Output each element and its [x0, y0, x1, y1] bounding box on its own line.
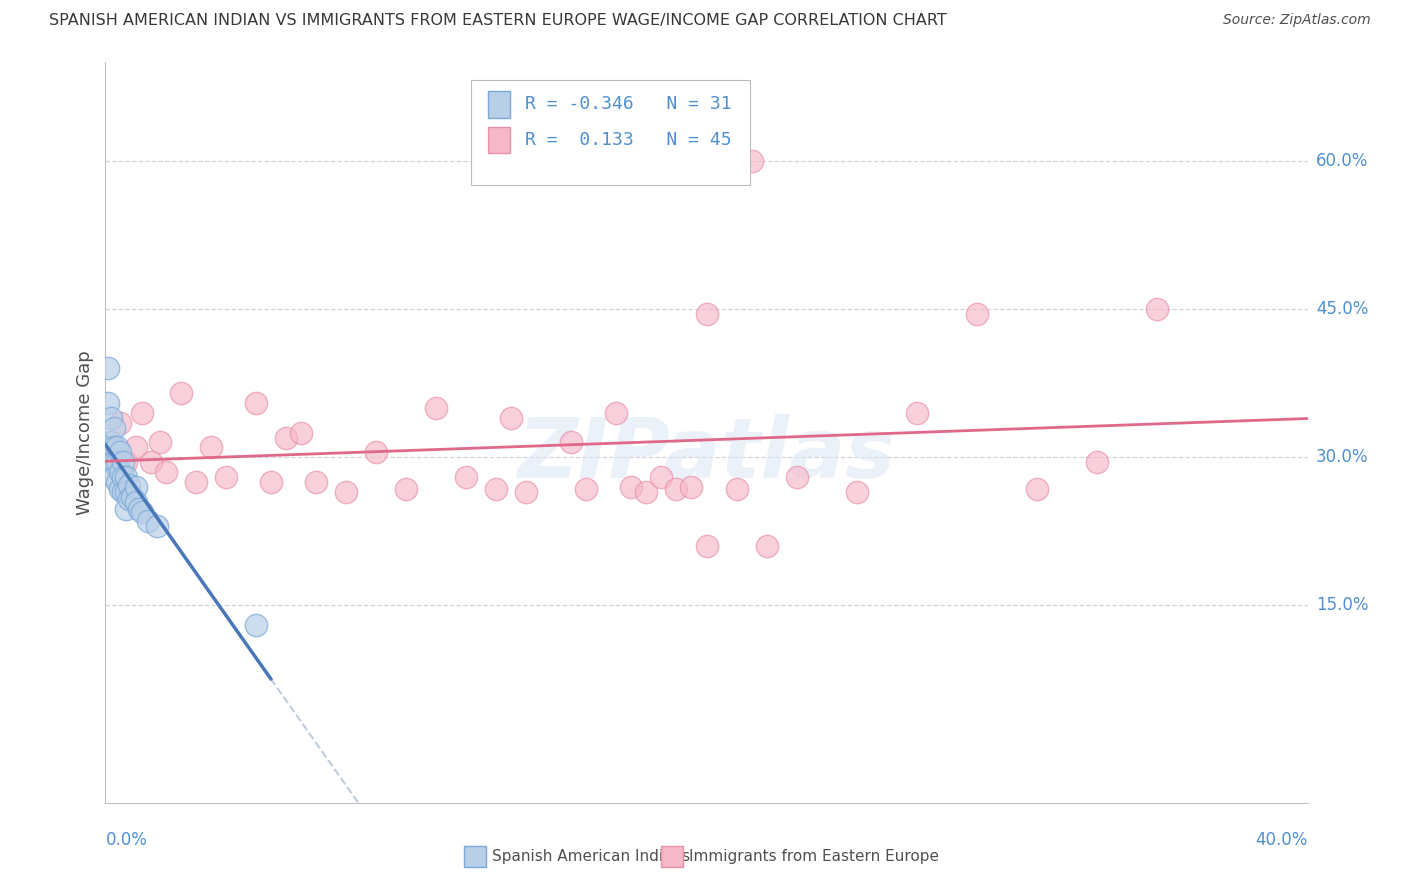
Point — [107, 455, 129, 469]
Point — [107, 441, 129, 455]
Point — [103, 420, 125, 434]
Point — [1026, 482, 1049, 496]
Point — [1146, 302, 1168, 317]
Point — [169, 386, 191, 401]
Point — [121, 490, 143, 504]
Point — [100, 435, 122, 450]
Point — [425, 401, 447, 415]
Point — [501, 410, 523, 425]
Point — [112, 470, 135, 484]
Point — [124, 480, 146, 494]
Point — [115, 501, 138, 516]
Point — [620, 480, 643, 494]
Point — [148, 435, 170, 450]
Point — [124, 494, 146, 508]
Point — [115, 484, 138, 499]
Point — [741, 154, 763, 169]
Text: 30.0%: 30.0% — [1316, 449, 1368, 467]
Point — [110, 416, 132, 430]
Point — [131, 505, 153, 519]
Text: 60.0%: 60.0% — [1316, 153, 1368, 170]
Point — [131, 406, 153, 420]
Point — [696, 307, 718, 321]
Point — [786, 470, 808, 484]
Text: Immigrants from Eastern Europe: Immigrants from Eastern Europe — [689, 849, 939, 863]
Text: SPANISH AMERICAN INDIAN VS IMMIGRANTS FROM EASTERN EUROPE WAGE/INCOME GAP CORREL: SPANISH AMERICAN INDIAN VS IMMIGRANTS FR… — [49, 13, 948, 29]
Point — [100, 410, 122, 425]
Point — [110, 465, 132, 479]
Text: R = -0.346   N = 31: R = -0.346 N = 31 — [524, 95, 731, 113]
Point — [115, 470, 138, 484]
Point — [485, 482, 508, 496]
Point — [136, 515, 159, 529]
Text: 45.0%: 45.0% — [1316, 301, 1368, 318]
Point — [145, 519, 167, 533]
Point — [112, 484, 135, 499]
Point — [184, 475, 207, 489]
Text: ZIPatlas: ZIPatlas — [517, 414, 896, 495]
Point — [725, 482, 748, 496]
Text: 0.0%: 0.0% — [105, 830, 148, 848]
Point — [124, 441, 146, 455]
Point — [97, 396, 120, 410]
Point — [118, 478, 141, 492]
Point — [112, 455, 135, 469]
Point — [755, 539, 778, 553]
Text: 40.0%: 40.0% — [1256, 830, 1308, 848]
Point — [110, 482, 132, 496]
Text: Source: ZipAtlas.com: Source: ZipAtlas.com — [1223, 13, 1371, 28]
Point — [200, 441, 222, 455]
Point — [115, 455, 138, 469]
Point — [636, 484, 658, 499]
Point — [681, 480, 703, 494]
Point — [245, 618, 267, 632]
Point — [103, 470, 125, 484]
Point — [245, 396, 267, 410]
Point — [665, 482, 688, 496]
Point — [100, 455, 122, 469]
Point — [103, 455, 125, 469]
Text: Spanish American Indians: Spanish American Indians — [492, 849, 690, 863]
Point — [305, 475, 328, 489]
Point — [335, 484, 357, 499]
Point — [260, 475, 283, 489]
Point — [97, 361, 120, 376]
Text: R =  0.133   N = 45: R = 0.133 N = 45 — [524, 131, 731, 149]
Point — [103, 455, 125, 469]
Point — [845, 484, 868, 499]
Point — [605, 406, 627, 420]
Point — [395, 482, 418, 496]
Point — [905, 406, 928, 420]
Point — [364, 445, 387, 459]
Point — [966, 307, 988, 321]
Point — [139, 455, 162, 469]
Point — [575, 482, 598, 496]
Point — [290, 425, 312, 440]
Point — [107, 475, 129, 489]
Point — [155, 465, 177, 479]
Point — [1085, 455, 1108, 469]
Point — [103, 441, 125, 455]
Point — [214, 470, 236, 484]
Point — [110, 445, 132, 459]
Point — [515, 484, 537, 499]
Point — [650, 470, 672, 484]
Y-axis label: Wage/Income Gap: Wage/Income Gap — [76, 351, 94, 515]
Point — [454, 470, 477, 484]
Point — [560, 435, 582, 450]
Text: 15.0%: 15.0% — [1316, 597, 1368, 615]
Point — [696, 539, 718, 553]
Point — [128, 501, 150, 516]
Point — [118, 491, 141, 506]
Point — [274, 431, 297, 445]
